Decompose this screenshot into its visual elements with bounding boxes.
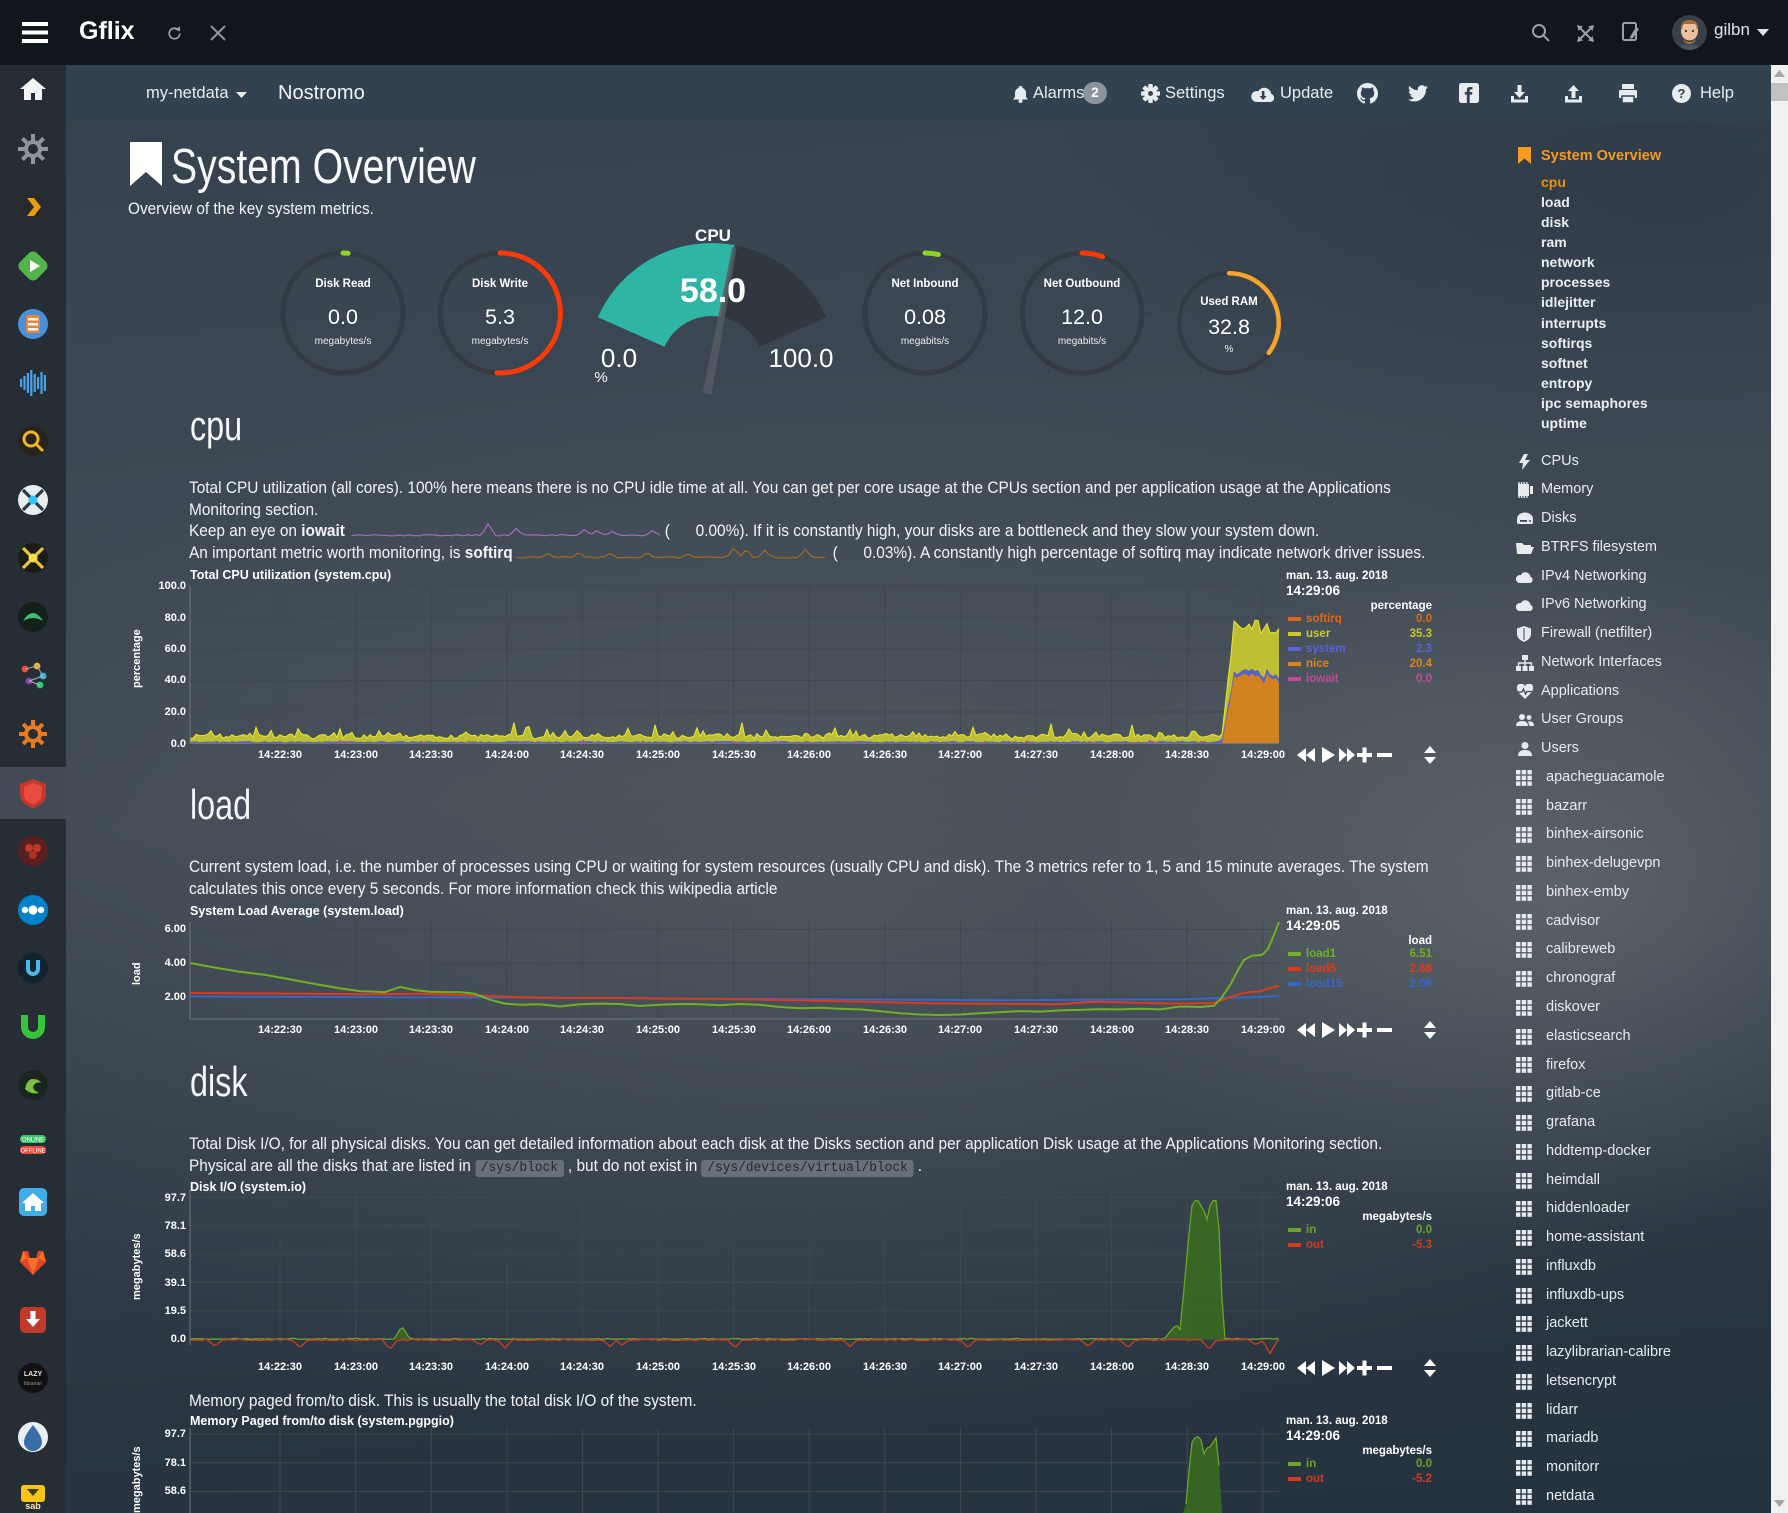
svg-text:Disk Read: Disk Read xyxy=(315,278,371,290)
svg-text:CPU: CPU xyxy=(695,226,731,245)
svg-text:Net Outbound: Net Outbound xyxy=(1044,278,1121,290)
svg-text:%: % xyxy=(594,369,607,386)
svg-text:0.0: 0.0 xyxy=(328,305,358,329)
svg-text:megabits/s: megabits/s xyxy=(901,336,949,347)
svg-text:32.8: 32.8 xyxy=(1208,315,1250,339)
svg-text:5.3: 5.3 xyxy=(485,305,515,329)
svg-text:ONLINE: ONLINE xyxy=(22,1138,44,1144)
svg-text:LAZY: LAZY xyxy=(24,1371,43,1378)
svg-text:megabits/s: megabits/s xyxy=(1058,336,1106,347)
svg-text:megabytes/s: megabytes/s xyxy=(315,336,372,347)
svg-text:%: % xyxy=(1225,344,1234,355)
svg-text:0.08: 0.08 xyxy=(904,305,946,329)
svg-text:librarian: librarian xyxy=(24,1381,42,1387)
svg-text:megabytes/s: megabytes/s xyxy=(472,336,529,347)
svg-text:sab: sab xyxy=(25,1501,41,1511)
svg-text:OFFLINE: OFFLINE xyxy=(20,1149,45,1155)
svg-text:58.0: 58.0 xyxy=(680,272,746,310)
svg-text:?: ? xyxy=(1678,86,1686,101)
svg-text:12.0: 12.0 xyxy=(1061,305,1103,329)
svg-text:Net Inbound: Net Inbound xyxy=(891,278,958,290)
svg-text:Disk Write: Disk Write xyxy=(472,278,528,290)
svg-text:0.0: 0.0 xyxy=(601,343,637,373)
svg-text:Used RAM: Used RAM xyxy=(1200,296,1258,308)
svg-text:100.0: 100.0 xyxy=(768,343,833,373)
